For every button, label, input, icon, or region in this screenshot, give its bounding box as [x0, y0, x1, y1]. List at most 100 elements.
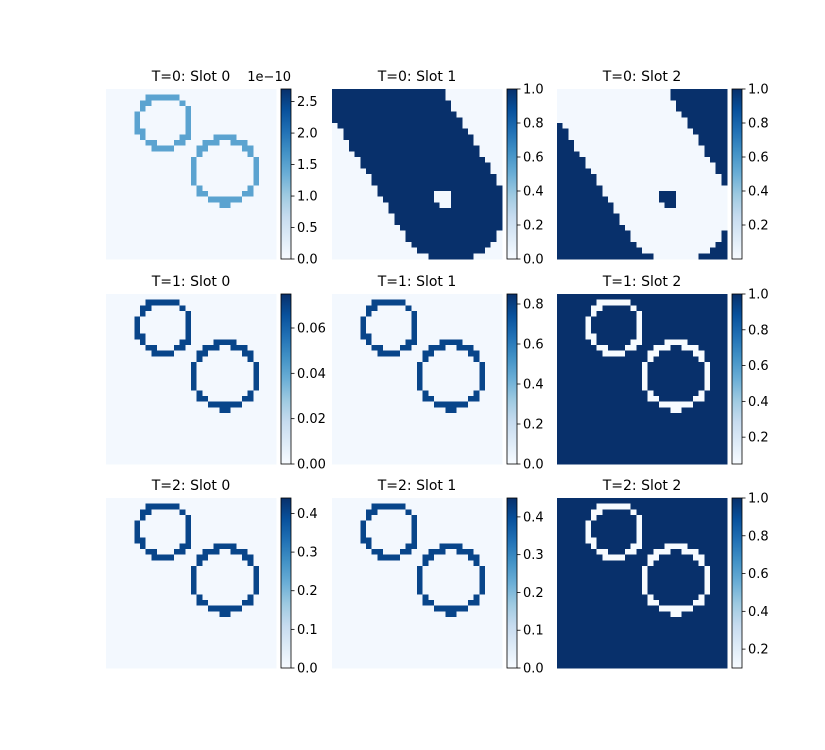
- heatmap-cell: [462, 111, 469, 118]
- heatmap-cell: [405, 196, 412, 203]
- heatmap-cell: [693, 225, 700, 232]
- heatmap-cell: [681, 213, 688, 220]
- heatmap-cell: [496, 305, 503, 312]
- heatmap-cell: [247, 191, 254, 198]
- heatmap-cell: [557, 345, 564, 352]
- heatmap-cell: [247, 356, 254, 363]
- heatmap-cell: [219, 367, 226, 374]
- heatmap-cell: [388, 362, 395, 369]
- heatmap-cell: [106, 140, 113, 147]
- heatmap-cell: [439, 225, 446, 232]
- heatmap-cell: [681, 328, 688, 335]
- heatmap-cell: [636, 294, 643, 301]
- heatmap-cell: [462, 373, 469, 380]
- heatmap-cell: [411, 384, 418, 391]
- heatmap-cell: [264, 191, 271, 198]
- heatmap-cell: [264, 140, 271, 147]
- heatmap-cell: [468, 213, 475, 220]
- heatmap-cell: [710, 362, 717, 369]
- heatmap-cell: [496, 350, 503, 357]
- heatmap-cell: [485, 145, 492, 152]
- heatmap-cell: [434, 225, 441, 232]
- heatmap-cell: [394, 390, 401, 397]
- heatmap-cell: [417, 435, 424, 442]
- heatmap-cell: [479, 328, 486, 335]
- heatmap-cell: [236, 379, 243, 386]
- colorbar-tick-label: 0.06: [297, 322, 326, 337]
- heatmap-cell: [417, 345, 424, 352]
- heatmap-cell: [422, 294, 429, 301]
- heatmap-cell: [151, 247, 158, 254]
- heatmap-cell: [579, 247, 586, 254]
- heatmap-cell: [349, 213, 356, 220]
- heatmap-cell: [681, 191, 688, 198]
- heatmap-cell: [230, 299, 237, 306]
- heatmap-cell: [219, 89, 226, 96]
- heatmap-cell: [264, 458, 271, 465]
- heatmap-cell: [151, 117, 158, 124]
- heatmap-cell: [462, 174, 469, 181]
- heatmap-cell: [400, 441, 407, 448]
- heatmap-cell: [647, 333, 654, 340]
- heatmap-cell: [343, 185, 350, 192]
- heatmap-cell: [704, 305, 711, 312]
- heatmap-cell: [208, 339, 215, 346]
- heatmap-cell: [625, 362, 632, 369]
- heatmap-cell: [179, 168, 186, 175]
- heatmap-cell: [242, 396, 249, 403]
- heatmap-cell: [439, 111, 446, 118]
- heatmap-cell: [479, 162, 486, 169]
- heatmap-cell: [213, 458, 220, 465]
- heatmap-cell: [473, 185, 480, 192]
- heatmap-cell: [377, 106, 384, 113]
- heatmap-cell: [445, 208, 452, 215]
- heatmap-cell: [585, 350, 592, 357]
- heatmap-cell: [253, 379, 260, 386]
- heatmap-cell: [456, 168, 463, 175]
- heatmap-cell: [451, 253, 458, 260]
- heatmap-cell: [693, 367, 700, 374]
- heatmap-cell: [191, 213, 198, 220]
- heatmap-cell: [405, 145, 412, 152]
- heatmap-cell: [579, 202, 586, 209]
- heatmap-cell: [371, 362, 378, 369]
- heatmap-cell: [659, 191, 666, 198]
- heatmap-cell: [591, 236, 598, 243]
- heatmap-cell: [473, 196, 480, 203]
- heatmap-cell: [704, 196, 711, 203]
- heatmap-cell: [349, 424, 356, 431]
- heatmap-cell: [485, 94, 492, 101]
- heatmap-cell: [468, 373, 475, 380]
- heatmap-cell: [490, 345, 497, 352]
- heatmap-cell: [354, 196, 361, 203]
- heatmap-cell: [179, 390, 186, 397]
- colorbar-gradient: [506, 88, 518, 260]
- heatmap-cell: [219, 225, 226, 232]
- heatmap-cell: [462, 435, 469, 442]
- heatmap-cell: [196, 106, 203, 113]
- heatmap-cell: [653, 157, 660, 164]
- heatmap-cell: [479, 196, 486, 203]
- heatmap-cell: [456, 202, 463, 209]
- heatmap-cell: [196, 196, 203, 203]
- heatmap-cell: [693, 362, 700, 369]
- heatmap-cell: [168, 106, 175, 113]
- heatmap-cell: [428, 134, 435, 141]
- heatmap-cell: [264, 373, 271, 380]
- heatmap-cell: [585, 196, 592, 203]
- heatmap-cell: [354, 424, 361, 431]
- heatmap-cell: [664, 253, 671, 260]
- heatmap-cell: [337, 384, 344, 391]
- heatmap-cell: [236, 356, 243, 363]
- heatmap-cell: [123, 117, 130, 124]
- heatmap-cell: [715, 219, 722, 226]
- heatmap-cell: [428, 225, 435, 232]
- heatmap-cell: [179, 179, 186, 186]
- heatmap-cell: [134, 151, 141, 158]
- heatmap-cell: [405, 367, 412, 374]
- heatmap-cell: [462, 128, 469, 135]
- heatmap-cell: [134, 134, 141, 141]
- heatmap-cell: [591, 362, 598, 369]
- heatmap-cell: [428, 413, 435, 420]
- heatmap-cell: [270, 179, 277, 186]
